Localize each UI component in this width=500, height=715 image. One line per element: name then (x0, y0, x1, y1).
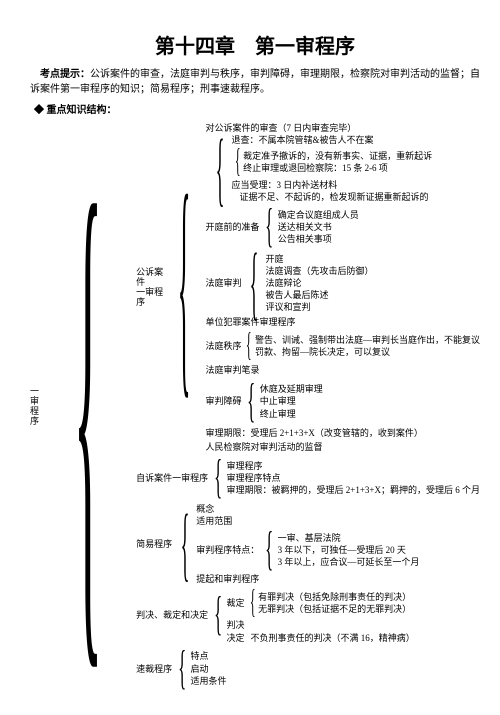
node-trial: 法庭审判 (205, 277, 243, 289)
brace-icon: { (178, 636, 186, 700)
knowledge-tree: 一审程序 { 公诉案件一审程序 { 对公诉案件的审查（7 日内审查完毕） { 退… (30, 122, 480, 693)
leaf: 对公诉案件的审查（7 日内审查完毕） (205, 122, 480, 134)
leaf: 适用范围 (196, 515, 419, 527)
node-gongsu: 公诉案件一审程序 (136, 268, 163, 308)
brace-icon: { (181, 488, 190, 600)
leaf: 特点 (191, 650, 227, 662)
leaf: 有罪判决（包括免除刑事责任的判决） (258, 591, 411, 603)
node-order: 法庭秩序 (205, 340, 243, 352)
leaf: 启动 (191, 663, 227, 675)
leaf: 裁定 (227, 597, 247, 609)
leaf: 应当受理：3 日内补送材料 (232, 179, 433, 191)
intro-body: 公诉案件的审查，法庭审判与秩序，审判障碍，审理期限，检察院对审判活动的监督；自诉… (30, 69, 480, 95)
leaf: 审理程序 (227, 460, 480, 472)
node-sucai: 速裁程序 (136, 663, 174, 675)
leaf: 法庭辩论 (266, 277, 374, 289)
node-obstacle: 审判障碍 (205, 395, 243, 407)
leaf: 裁定准予撤诉的，没有新事实、证据，重新起诉 (243, 150, 432, 162)
leaf: 中止审理 (260, 395, 323, 407)
leaf: 适用条件 (191, 675, 227, 687)
brace-icon: { (266, 195, 274, 259)
leaf: 法庭调查（先攻击后防御） (266, 265, 374, 277)
leaf: 公告相关事项 (278, 233, 359, 245)
leaf: 不负刑事责任的判决（不满 16，精神病） (251, 632, 415, 644)
leaf: 提起和审判程序 (196, 573, 419, 585)
leaf: 终止审理或退回检察院：15 条 2-6 项 (243, 162, 432, 174)
brace-icon: { (249, 581, 255, 626)
brace-icon: { (214, 446, 222, 510)
leaf: 休庭及延期审理 (260, 383, 323, 395)
intro-paragraph: 考点提示：公诉案件的审查，法庭审判与秩序，审判障碍，审理期限，检察院对审判活动的… (30, 67, 480, 97)
brace-icon: { (74, 183, 103, 631)
leaf: 终止审理 (260, 408, 323, 420)
leaf: 被告人最后陈述 (266, 289, 374, 301)
node-zisu: 自诉案件一审程序 (136, 472, 210, 484)
intro-label: 考点提示： (40, 69, 90, 80)
leaf: 警告、训诫、强制带出法庭—审判长当庭作出，不能复议 (255, 334, 480, 346)
leaf: 开庭 (266, 253, 374, 265)
leaf: 决定 (227, 632, 247, 644)
leaf: 3 年以上，应合议—可延长至一个月 (278, 556, 420, 568)
leaf: 审理期限：被羁押的，受理后 2+1+3+X；羁押的，受理后 6 个月 (227, 484, 480, 496)
leaf: 一审、基层法院 (278, 532, 420, 544)
node-panjue: 判决、裁定和决定 (136, 609, 210, 621)
leaf: 无罪判决（包括证据不足的无罪判决） (258, 603, 411, 615)
leaf: 评议和宣判 (266, 301, 374, 313)
leaf: 3 年以下，可独任—受理后 20 天 (278, 544, 420, 556)
brace-icon: { (234, 140, 240, 185)
brace-icon: { (248, 369, 256, 433)
node-tedian: 审判程序特点： (196, 544, 261, 556)
brace-icon: { (265, 518, 273, 582)
node-jianyi: 简易程序 (136, 538, 174, 550)
brace-icon: { (250, 227, 259, 339)
brace-icon: { (246, 324, 252, 369)
leaf: 概念 (196, 503, 419, 515)
leaf: 审理程序特点 (227, 472, 480, 484)
root-label: 一审程序 (30, 387, 40, 427)
brace-icon: { (214, 583, 222, 647)
brace-icon: { (178, 122, 191, 455)
leaf: 送达相关文书 (278, 221, 359, 233)
leaf: 退查：不属本院管辖&被告人不在案 (232, 134, 433, 146)
leaf: 人民检察院对审判活动的监督 (205, 441, 480, 453)
leaf: 确定合议庭组成人员 (278, 209, 359, 221)
leaf: 罚款、拘留—院长决定，可以复议 (255, 346, 480, 358)
chapter-title: 第十四章 第一审程序 (30, 30, 480, 59)
